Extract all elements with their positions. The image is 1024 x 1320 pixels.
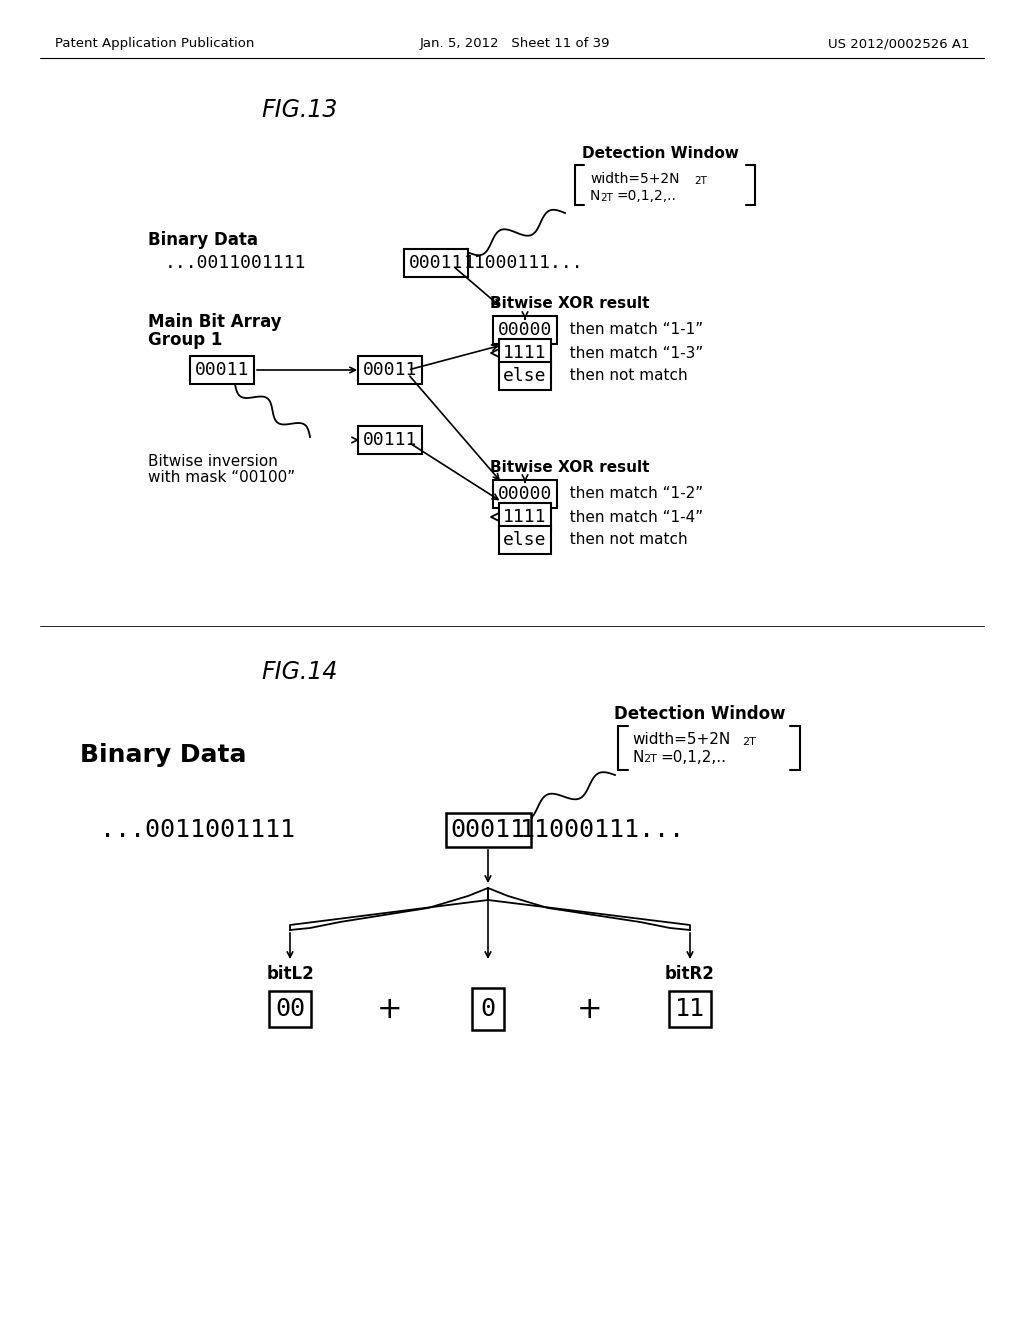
Text: 11000111...: 11000111... bbox=[520, 818, 685, 842]
Text: then not match: then not match bbox=[560, 532, 688, 548]
Text: then match “1-4”: then match “1-4” bbox=[560, 510, 703, 524]
Text: +: + bbox=[377, 994, 402, 1023]
Text: 1111: 1111 bbox=[503, 345, 547, 362]
Text: 00011: 00011 bbox=[195, 360, 249, 379]
Text: N: N bbox=[632, 750, 643, 764]
Text: 0: 0 bbox=[480, 997, 496, 1020]
Text: width=5+2N: width=5+2N bbox=[632, 733, 730, 747]
Text: 00000: 00000 bbox=[498, 484, 552, 503]
Text: then match “1-3”: then match “1-3” bbox=[560, 346, 703, 360]
Text: Bitwise XOR result: Bitwise XOR result bbox=[490, 296, 649, 310]
Text: ...0011001111: ...0011001111 bbox=[100, 818, 295, 842]
Text: Bitwise XOR result: Bitwise XOR result bbox=[490, 461, 649, 475]
Text: Binary Data: Binary Data bbox=[80, 743, 247, 767]
Text: bitL2: bitL2 bbox=[266, 965, 314, 983]
Text: Group 1: Group 1 bbox=[148, 331, 222, 348]
Text: 00011: 00011 bbox=[409, 253, 463, 272]
Text: FIG.13: FIG.13 bbox=[262, 98, 338, 121]
Text: 2T: 2T bbox=[742, 737, 756, 747]
Text: =0,1,2,..: =0,1,2,.. bbox=[616, 189, 676, 203]
Text: else: else bbox=[503, 367, 547, 385]
Text: US 2012/0002526 A1: US 2012/0002526 A1 bbox=[828, 37, 970, 50]
Text: 00111: 00111 bbox=[362, 432, 417, 449]
Text: Bitwise inversion: Bitwise inversion bbox=[148, 454, 278, 470]
Text: Detection Window: Detection Window bbox=[614, 705, 785, 723]
Text: FIG.14: FIG.14 bbox=[262, 660, 338, 684]
Text: else: else bbox=[503, 531, 547, 549]
Text: 00: 00 bbox=[275, 997, 305, 1020]
Text: Main Bit Array: Main Bit Array bbox=[148, 313, 282, 331]
Text: +: + bbox=[578, 994, 603, 1023]
Text: Detection Window: Detection Window bbox=[582, 145, 738, 161]
Text: 00011: 00011 bbox=[362, 360, 417, 379]
Text: with mask “00100”: with mask “00100” bbox=[148, 470, 295, 486]
Text: =0,1,2,..: =0,1,2,.. bbox=[660, 750, 726, 764]
Text: 2T: 2T bbox=[600, 193, 613, 203]
Text: then match “1-2”: then match “1-2” bbox=[560, 487, 703, 502]
Text: Patent Application Publication: Patent Application Publication bbox=[55, 37, 254, 50]
Text: Binary Data: Binary Data bbox=[148, 231, 258, 249]
Text: 2T: 2T bbox=[694, 176, 707, 186]
Text: N: N bbox=[590, 189, 600, 203]
Text: 11000111...: 11000111... bbox=[464, 253, 584, 272]
Text: 1111: 1111 bbox=[503, 508, 547, 525]
Text: bitR2: bitR2 bbox=[665, 965, 715, 983]
Text: Jan. 5, 2012   Sheet 11 of 39: Jan. 5, 2012 Sheet 11 of 39 bbox=[420, 37, 610, 50]
Text: 00011: 00011 bbox=[451, 818, 525, 842]
Text: then match “1-1”: then match “1-1” bbox=[560, 322, 703, 338]
Text: then not match: then not match bbox=[560, 368, 688, 384]
Text: 00000: 00000 bbox=[498, 321, 552, 339]
Text: ...0011001111: ...0011001111 bbox=[165, 253, 306, 272]
Text: 11: 11 bbox=[675, 997, 705, 1020]
Text: 2T: 2T bbox=[643, 754, 656, 764]
Text: width=5+2N: width=5+2N bbox=[590, 172, 680, 186]
